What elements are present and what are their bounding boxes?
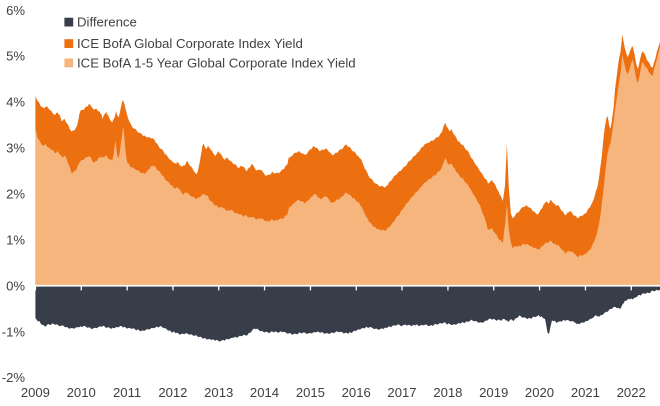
svg-text:-1%: -1% [2,324,26,339]
svg-text:2022: 2022 [617,385,646,400]
svg-text:2014: 2014 [250,385,279,400]
svg-text:-2%: -2% [2,370,26,385]
svg-text:2017: 2017 [387,385,416,400]
svg-text:2015: 2015 [296,385,325,400]
svg-text:2019: 2019 [479,385,508,400]
svg-text:2012: 2012 [158,385,187,400]
svg-text:2020: 2020 [525,385,554,400]
svg-text:2018: 2018 [433,385,462,400]
svg-text:ICE BofA 1-5 Year Global Corpo: ICE BofA 1-5 Year Global Corporate Index… [77,55,356,70]
svg-text:2009: 2009 [21,385,50,400]
svg-text:3%: 3% [6,141,25,156]
svg-text:2011: 2011 [113,385,141,400]
svg-text:2016: 2016 [342,385,371,400]
svg-text:Difference: Difference [77,15,137,30]
svg-text:5%: 5% [6,49,25,64]
svg-text:0%: 0% [6,278,25,293]
svg-text:2%: 2% [6,187,25,202]
svg-text:4%: 4% [6,95,25,110]
svg-text:ICE BofA Global Corporate Inde: ICE BofA Global Corporate Index Yield [77,36,303,51]
svg-text:2013: 2013 [204,385,233,400]
svg-text:2021: 2021 [571,385,600,400]
svg-text:6%: 6% [6,3,25,18]
svg-text:2010: 2010 [67,385,96,400]
svg-text:1%: 1% [6,232,25,247]
